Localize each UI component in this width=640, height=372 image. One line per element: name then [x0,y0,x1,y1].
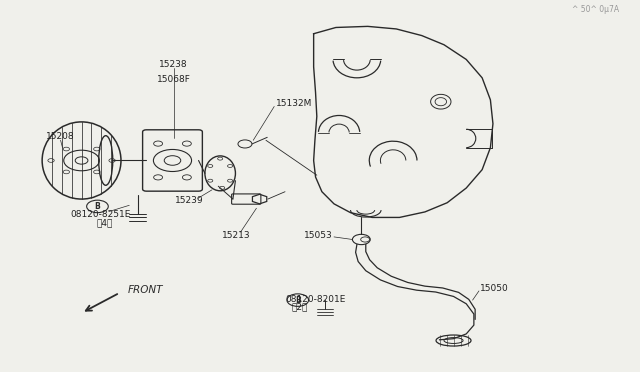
Text: 15238: 15238 [159,61,188,70]
Text: （2）: （2） [291,302,308,311]
Text: 15213: 15213 [221,231,250,240]
Text: 15068F: 15068F [157,75,191,84]
Text: B: B [95,202,100,211]
Text: 15208: 15208 [46,132,75,141]
Text: 15239: 15239 [175,196,204,205]
Text: FRONT: FRONT [128,285,163,295]
Text: 15053: 15053 [304,231,333,240]
Text: ^ 50^ 0µ7A: ^ 50^ 0µ7A [572,4,619,13]
Text: 08120-8251E: 08120-8251E [70,210,131,219]
Text: 08120-8201E: 08120-8201E [285,295,346,304]
Text: 15132M: 15132M [275,99,312,108]
Text: B: B [295,296,301,305]
Text: （4）: （4） [97,218,113,227]
Text: 15050: 15050 [480,284,509,293]
